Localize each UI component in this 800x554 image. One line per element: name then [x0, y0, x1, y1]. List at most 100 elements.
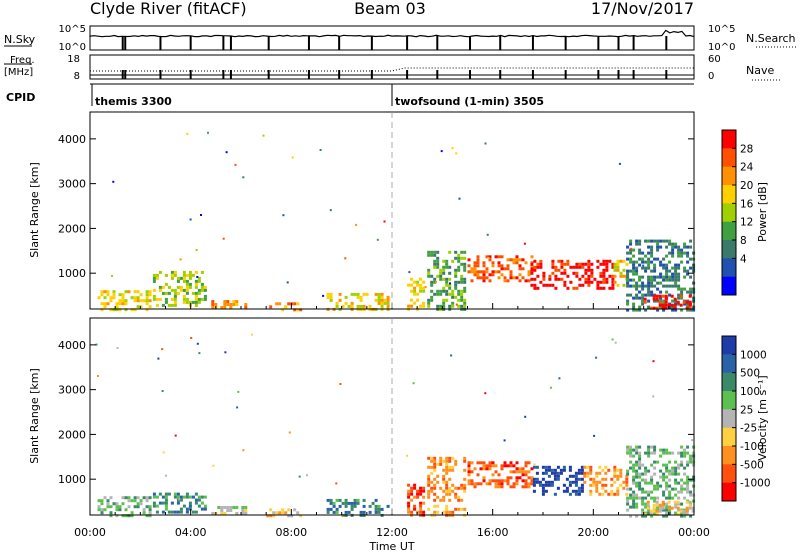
velocity-cell: [500, 464, 504, 468]
velocity-cell: [368, 504, 372, 508]
velocity-cell: [518, 476, 522, 480]
velocity-cell: [677, 472, 681, 476]
power-cell: [539, 265, 543, 269]
power-cell: [635, 287, 639, 291]
power-cell: [674, 281, 678, 285]
velocity-colorbar-swatch-4: [722, 409, 736, 429]
power-cell: [170, 273, 174, 277]
power-cell: [223, 300, 227, 303]
velocity-cell: [115, 505, 119, 509]
velocity-noise-cell: [212, 464, 215, 467]
velocity-cell: [677, 496, 681, 500]
velocity-cell: [433, 486, 437, 490]
velocity-cell: [632, 496, 636, 500]
x-tick-label-4: 16:00: [477, 526, 509, 539]
velocity-noise-cell: [558, 377, 561, 380]
velocity-cell: [197, 498, 201, 502]
power-cell: [671, 305, 675, 309]
velocity-cell: [562, 468, 566, 472]
velocity-cell: [491, 479, 495, 483]
power-cell: [536, 265, 540, 269]
power-cell: [347, 304, 351, 308]
velocity-cell: [422, 495, 426, 499]
power-cell: [641, 257, 645, 261]
power-cell: [629, 251, 633, 255]
velocity-cell: [607, 468, 611, 472]
power-cell: [542, 277, 546, 281]
velocity-cell: [665, 469, 669, 473]
velocity-cell: [203, 495, 207, 499]
power-cell: [488, 279, 492, 283]
x-axis-label: Time UT: [368, 540, 414, 553]
power-noise-cell: [487, 257, 490, 259]
velocity-cell: [124, 514, 128, 518]
freq-trace: [90, 67, 694, 79]
power-cell: [647, 263, 651, 267]
power-cell: [413, 286, 417, 290]
velocity-cell: [182, 504, 186, 508]
velocity-cell: [524, 473, 528, 477]
velocity-cell: [374, 504, 378, 508]
power-cell: [680, 290, 684, 294]
cpid-row: CPID themis 3300 twofsound (1-min) 3505: [6, 83, 694, 108]
power-cell: [611, 283, 615, 287]
power-cell: [653, 275, 657, 279]
power-cell: [563, 283, 567, 287]
velocity-cell: [413, 507, 417, 511]
velocity-cell: [670, 506, 674, 510]
power-cell: [626, 281, 630, 285]
power-cell: [677, 284, 681, 288]
velocity-cell: [448, 492, 452, 496]
velocity-cell: [656, 496, 660, 500]
velocity-cell: [538, 480, 542, 484]
power-cell: [686, 245, 690, 249]
velocity-cell: [124, 496, 128, 500]
power-cell: [359, 304, 363, 308]
power-cell: [596, 286, 600, 290]
velocity-cell: [524, 482, 528, 486]
power-cell: [653, 269, 657, 273]
power-cell: [457, 292, 461, 296]
velocity-cell: [619, 471, 623, 475]
power-cell: [350, 301, 354, 305]
velocity-cell: [203, 504, 207, 508]
velocity-noise-cell: [524, 415, 527, 418]
velocity-cell: [683, 451, 687, 455]
power-cell: [442, 265, 446, 269]
power-cell: [683, 302, 687, 306]
velocity-cell: [683, 454, 687, 458]
velocity-cell: [482, 464, 486, 468]
power-cell: [422, 280, 426, 284]
power-cell: [677, 275, 681, 279]
velocity-cell: [470, 482, 474, 486]
velocity-cell: [433, 459, 437, 463]
velocity-cell: [145, 496, 149, 500]
power-cell: [665, 263, 669, 267]
power-cell: [650, 269, 654, 273]
velocity-cell: [482, 461, 486, 465]
power-cell: [197, 279, 201, 283]
power-cell: [665, 284, 669, 288]
power-cell: [533, 286, 537, 290]
velocity-cell: [427, 492, 431, 496]
power-cell: [635, 269, 639, 273]
power-cell: [445, 262, 449, 266]
power-cell: [491, 264, 495, 268]
power-cell: [677, 287, 681, 291]
velocity-cell: [649, 512, 653, 516]
power-cell: [176, 285, 180, 289]
velocity-cell: [347, 510, 351, 514]
velocity-cell: [422, 489, 426, 493]
velocity-cell: [448, 498, 452, 502]
power-cell: [656, 242, 660, 246]
velocity-cell: [674, 472, 678, 476]
power-cell: [448, 271, 452, 275]
velocity-cell: [241, 509, 245, 512]
power-cell: [182, 279, 186, 283]
power-cell: [148, 293, 152, 297]
velocity-cell: [386, 504, 390, 508]
velocity-cell: [577, 492, 581, 496]
velocity-cell: [407, 483, 411, 487]
power-cell: [599, 286, 603, 290]
x-tick-label-3: 12:00: [376, 526, 408, 539]
